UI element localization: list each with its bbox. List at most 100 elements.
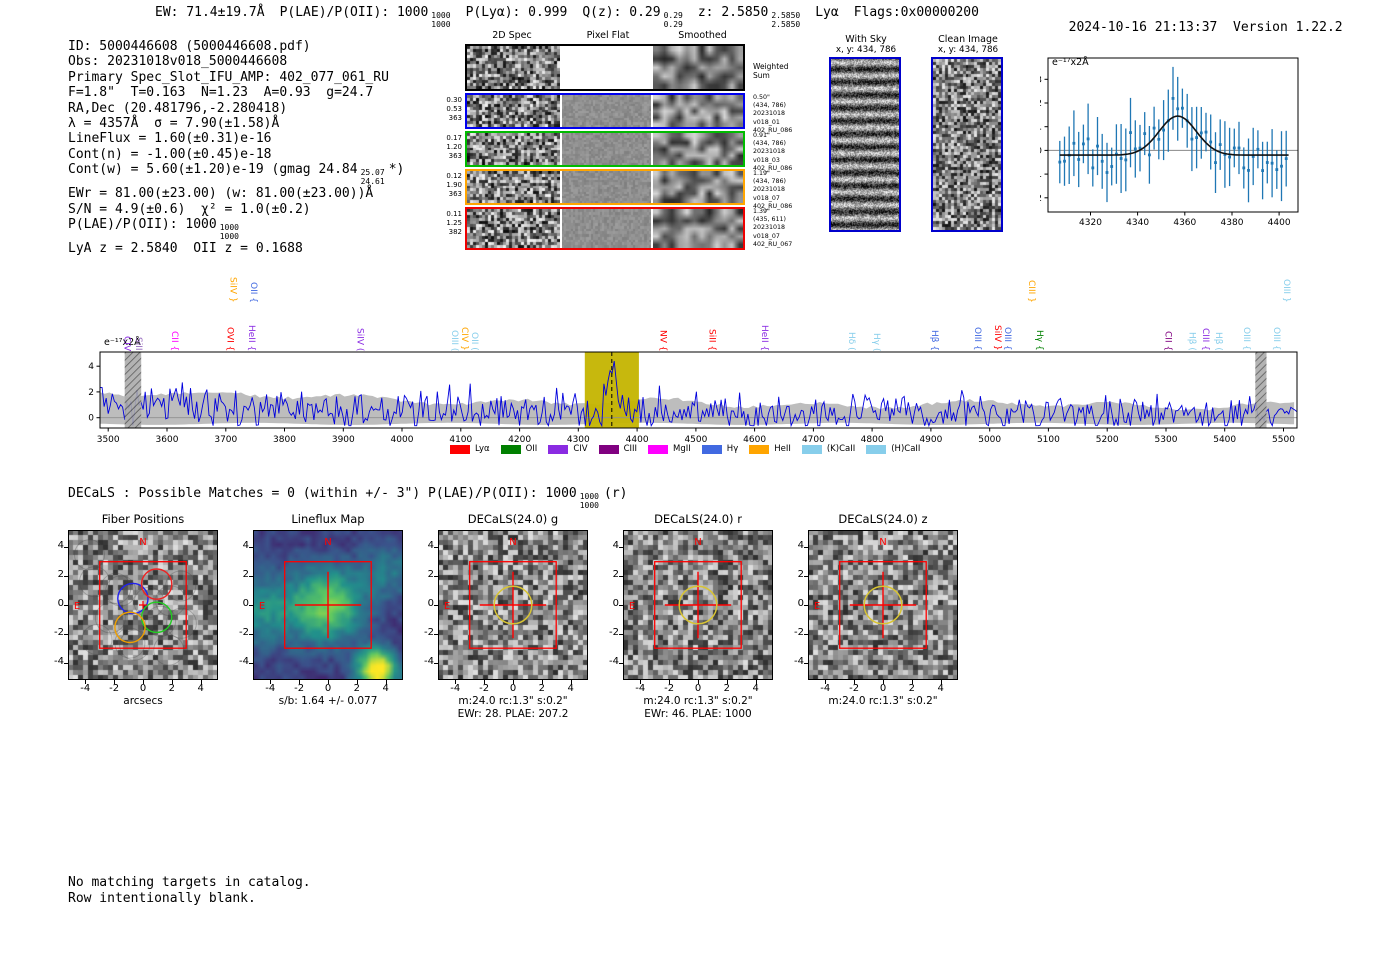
spec2d-row-stats: 0.30 0.53 363 (446, 96, 462, 122)
x-tick-label: 2 (538, 683, 546, 694)
legend-item-MgII: MgII (648, 444, 691, 454)
y-tick-label: 0 (242, 598, 249, 609)
spec2d-row (465, 93, 745, 129)
compass-east-label: E (814, 601, 820, 612)
svg-text:4200: 4200 (508, 435, 531, 445)
footer-note: No matching targets in catalog. Row inte… (68, 875, 311, 906)
plae-poii-stat: P(LAE)/P(OII): 1000 1000 1000 (279, 5, 451, 29)
y-tick-mark (619, 662, 623, 664)
panel-title: DECaLS(24.0) r (654, 512, 742, 526)
legend-item-HeII: HeII (749, 444, 791, 454)
info-id: ID: 5000446608 (5000446608.pdf) (68, 39, 311, 54)
panel-overlay: NE (253, 530, 403, 680)
ew-stat: EW: 71.4±19.7Å (155, 5, 265, 20)
full-spectrum-svg: 3500 3600 3700 3800 3900 4000 4100 4200 4300 4400… (88, 351, 1298, 445)
legend-swatch (500, 444, 521, 454)
y-tick-mark (249, 633, 253, 635)
line-marker-Hγ: Hγ { (1034, 330, 1045, 351)
noise-image (653, 171, 743, 203)
x-tick-mark (385, 680, 387, 684)
line-marker-OIII: OIII { (1001, 327, 1012, 351)
noise-image (562, 133, 651, 165)
y-tick-mark (64, 547, 68, 549)
compass-north-label: N (694, 537, 701, 548)
svg-text:4360: 4360 (1173, 218, 1196, 227)
y-tick-mark (64, 633, 68, 635)
x-tick-mark (940, 680, 942, 684)
noise-image (467, 46, 560, 89)
fiber-circle (117, 582, 149, 615)
x-tick-label: -2 (294, 683, 305, 694)
panel-overlay: NE (68, 530, 218, 680)
line-fit-svg: 4320 4340 4360 4380 4400 -2 -1 0 1 2 3 (1033, 57, 1299, 228)
panel-xlabel: m:24.0 rc:1.3" s:0.2" (458, 695, 568, 707)
svg-text:5300: 5300 (1155, 435, 1178, 445)
svg-text:5500: 5500 (1272, 435, 1295, 445)
line-marker-OII: OII { (248, 282, 258, 303)
line-marker-OIII: OIII } (1281, 279, 1291, 303)
y-tick-mark (434, 547, 438, 549)
spec2d-row-label: 0.50" (434, 786) 20231018 v018_01 402_RU_086 (753, 94, 793, 134)
z-stat: z: 2.5850 2.5850 2.5850 (697, 5, 801, 29)
svg-text:-2: -2 (1040, 194, 1042, 204)
spec2d-row-label: 1.19" (434, 786) 20231018 v018_07 402_RU_086 (753, 170, 793, 210)
x-tick-label: -4 (265, 683, 276, 694)
svg-text:5400: 5400 (1213, 435, 1236, 445)
line-marker-CII: CII { (169, 330, 180, 351)
y-tick-mark (249, 605, 253, 606)
pixel-flat-blank (562, 46, 651, 89)
y-tick-mark (249, 662, 253, 664)
crosshair (479, 571, 547, 639)
svg-text:4320: 4320 (1079, 218, 1102, 227)
spec2d-row-stats: 0.12 1.90 363 (446, 172, 462, 198)
legend-item-CIII: CIII (598, 444, 637, 454)
x-tick-label: 0 (694, 683, 702, 694)
extraction-box (469, 561, 557, 649)
svg-text:3900: 3900 (332, 435, 355, 445)
x-tick-label: -2 (479, 683, 490, 694)
panel-xlabel: m:24.0 rc:1.3" s:0.2" (828, 695, 938, 707)
line-marker-OII: OII ( (468, 332, 479, 351)
svg-text:3700: 3700 (214, 435, 237, 445)
x-tick-label: -4 (450, 683, 461, 694)
x-tick-mark (911, 680, 913, 684)
line-marker-SiIV: SiIV ( (354, 327, 365, 351)
x-tick-mark (513, 680, 514, 684)
x-tick-mark (570, 680, 572, 684)
x-tick-mark (484, 680, 486, 684)
noise-image (933, 59, 1001, 230)
spec2d-row-label: 1.39" (435, 611) 20231018 v018_07 402_RU_067 (753, 208, 793, 248)
line-marker-Hβ: Hβ ( (1212, 332, 1223, 351)
x-tick-label: -2 (849, 683, 860, 694)
legend-item-OII: OII (500, 444, 537, 454)
legend-swatch (749, 444, 770, 454)
svg-text:3500: 3500 (97, 435, 120, 445)
noise-image (562, 95, 651, 127)
y-tick-mark (804, 605, 808, 606)
info-redshifts: LyA z = 2.5840 OII z = 0.1688 (68, 241, 303, 257)
spec2d-row (465, 44, 745, 91)
panel-sublabel: EWr: 46. PLAE: 1000 (644, 708, 752, 720)
svg-text:4400: 4400 (1268, 218, 1291, 227)
legend-label: Hγ (726, 444, 739, 454)
x-tick-label: 0 (879, 683, 887, 694)
extraction-box (284, 561, 372, 649)
x-tick-mark (755, 680, 757, 684)
legend-item-CIV: CIV (548, 444, 588, 454)
svg-text:3: 3 (1040, 75, 1042, 85)
fiber-circle (114, 611, 146, 644)
compass-north-label: N (509, 537, 516, 548)
line-marker-Hβ: Hβ ( (1186, 332, 1197, 351)
panel-title: DECaLS(24.0) g (467, 512, 559, 526)
svg-text:4400: 4400 (626, 435, 649, 445)
legend-swatch (450, 444, 470, 454)
x-tick-label: 2 (723, 683, 731, 694)
spec2d-row (465, 169, 745, 205)
svg-text:4380: 4380 (1221, 218, 1244, 227)
panel-title: Lineflux Map (291, 512, 365, 526)
noise-image (653, 209, 743, 248)
legend-item-(H)CaII: (H)CaII (866, 444, 920, 454)
noise-image (467, 171, 560, 203)
info-radec: RA,Dec (20.481796,-2.280418) (68, 100, 288, 116)
noise-image (467, 95, 560, 127)
